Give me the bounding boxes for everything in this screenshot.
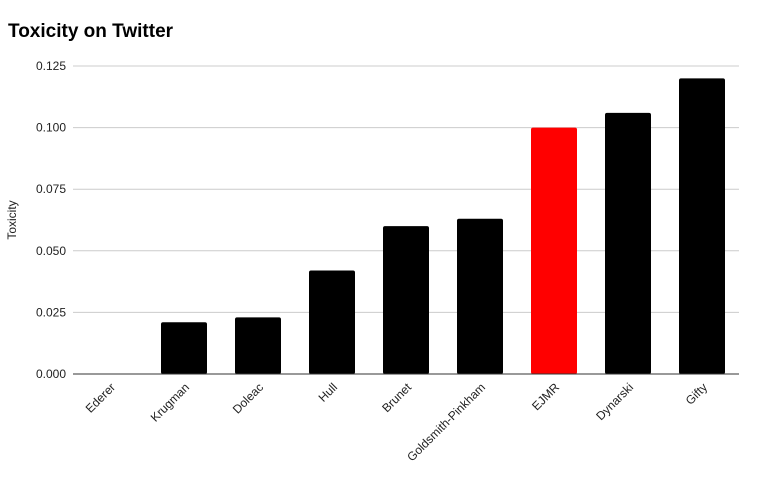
y-tick-label: 0.025 — [36, 305, 66, 319]
y-axis-label: Toxicity — [5, 200, 19, 239]
bar-doleac — [235, 317, 281, 374]
bars — [161, 78, 725, 374]
chart-title: Toxicity on Twitter — [8, 21, 174, 42]
bar-ejmr — [531, 127, 577, 374]
bar-brunet — [383, 226, 429, 374]
y-tick-labels: 0.000 0.025 0.050 0.075 0.100 0.125 — [36, 59, 66, 381]
x-tick-label: Brunet — [379, 380, 414, 415]
x-tick-label: Gifty — [683, 380, 710, 407]
y-tick-label: 0.075 — [36, 182, 66, 196]
bar-dynarski — [605, 112, 651, 374]
x-tick-labels: Ederer Krugman Doleac Hull BrunetGoldsmith-P… — [83, 380, 710, 464]
x-tick-label: Goldsmith-Pinkham — [404, 380, 488, 464]
x-tick-label: Hull — [316, 380, 341, 405]
x-tick-label: EJMR — [529, 380, 562, 413]
y-tick-label: 0.000 — [36, 367, 66, 381]
bar-krugman — [161, 322, 207, 374]
bar-hull — [309, 270, 355, 374]
x-tick-label: Ederer — [83, 380, 118, 415]
bar-goldsmith-pinkham — [457, 218, 503, 374]
x-tick-label: Doleac — [230, 380, 266, 416]
x-tick-label: Dynarski — [593, 380, 636, 423]
y-tick-label: 0.050 — [36, 244, 66, 258]
bar-gifty — [679, 78, 725, 374]
x-tick-label: Krugman — [148, 380, 192, 424]
y-tick-label: 0.125 — [36, 59, 66, 73]
y-tick-label: 0.100 — [36, 121, 66, 135]
